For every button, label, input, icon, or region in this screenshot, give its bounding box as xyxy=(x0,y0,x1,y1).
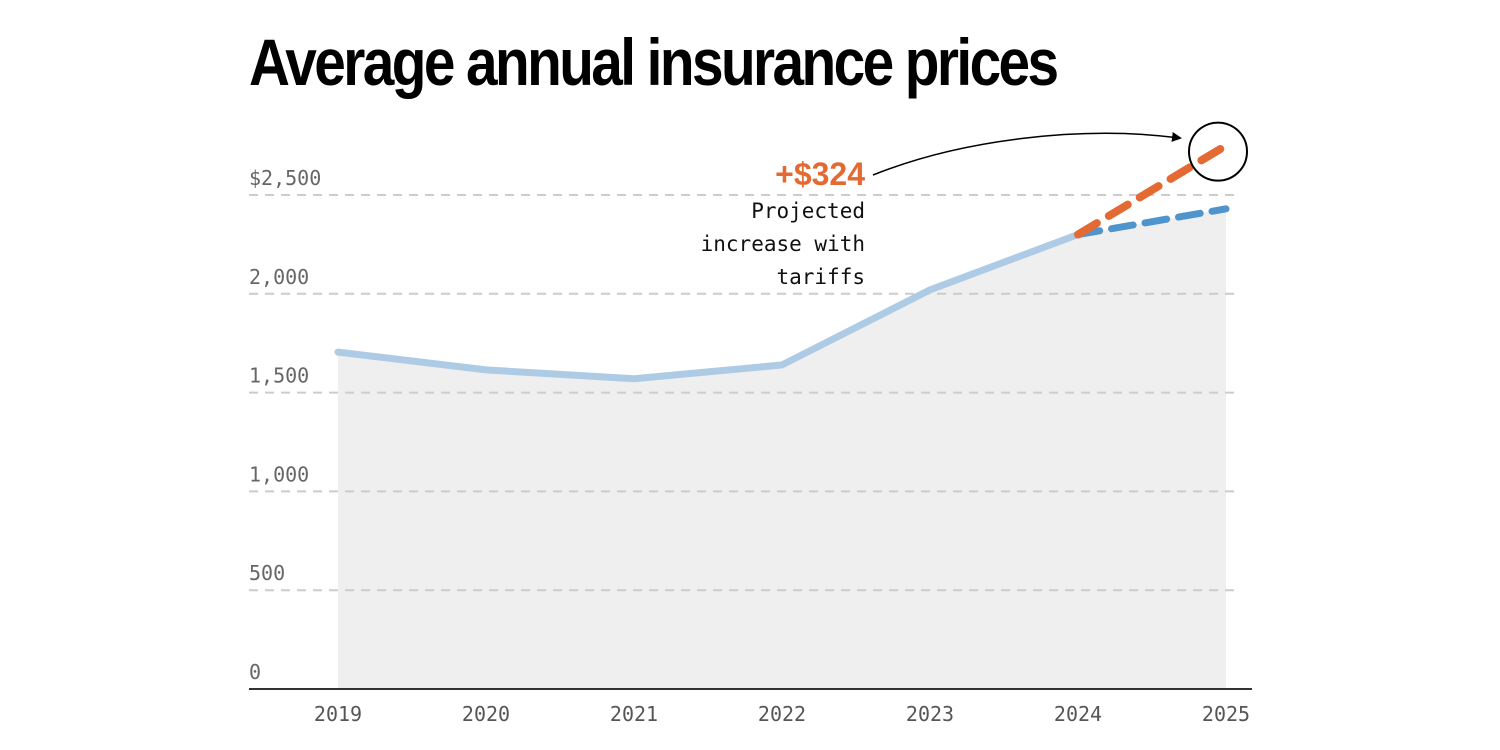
area-fill xyxy=(338,208,1226,689)
series-line-projected xyxy=(1074,205,1230,239)
y-tick-label: 2,000 xyxy=(249,265,309,289)
annotation-arrow xyxy=(872,132,1182,176)
annotation-text-line: Projected xyxy=(751,199,865,223)
x-tick-label: 2019 xyxy=(314,702,362,726)
series-line-historical xyxy=(334,231,1082,383)
x-tick-label: 2021 xyxy=(610,702,658,726)
y-tick-label: 500 xyxy=(249,561,285,585)
y-tick-label: 1,500 xyxy=(249,364,309,388)
x-tick-label: 2024 xyxy=(1054,702,1102,726)
annotation-text-line: tariffs xyxy=(776,265,865,289)
annotation-circle xyxy=(1188,121,1248,182)
y-tick-label: 0 xyxy=(249,660,261,684)
x-tick-label: 2022 xyxy=(758,702,806,726)
annotation-text-line: increase with xyxy=(701,232,865,256)
x-tick-label: 2020 xyxy=(462,702,510,726)
chart-title: Average annual insurance prices xyxy=(249,25,1059,99)
annotation-value: +$324 xyxy=(775,156,865,192)
x-tick-label: 2023 xyxy=(906,702,954,726)
y-tick-label: $2,500 xyxy=(249,166,321,190)
y-tick-label: 1,000 xyxy=(249,462,309,486)
series-line-tariff xyxy=(1074,141,1230,239)
x-tick-label: 2025 xyxy=(1202,702,1250,726)
